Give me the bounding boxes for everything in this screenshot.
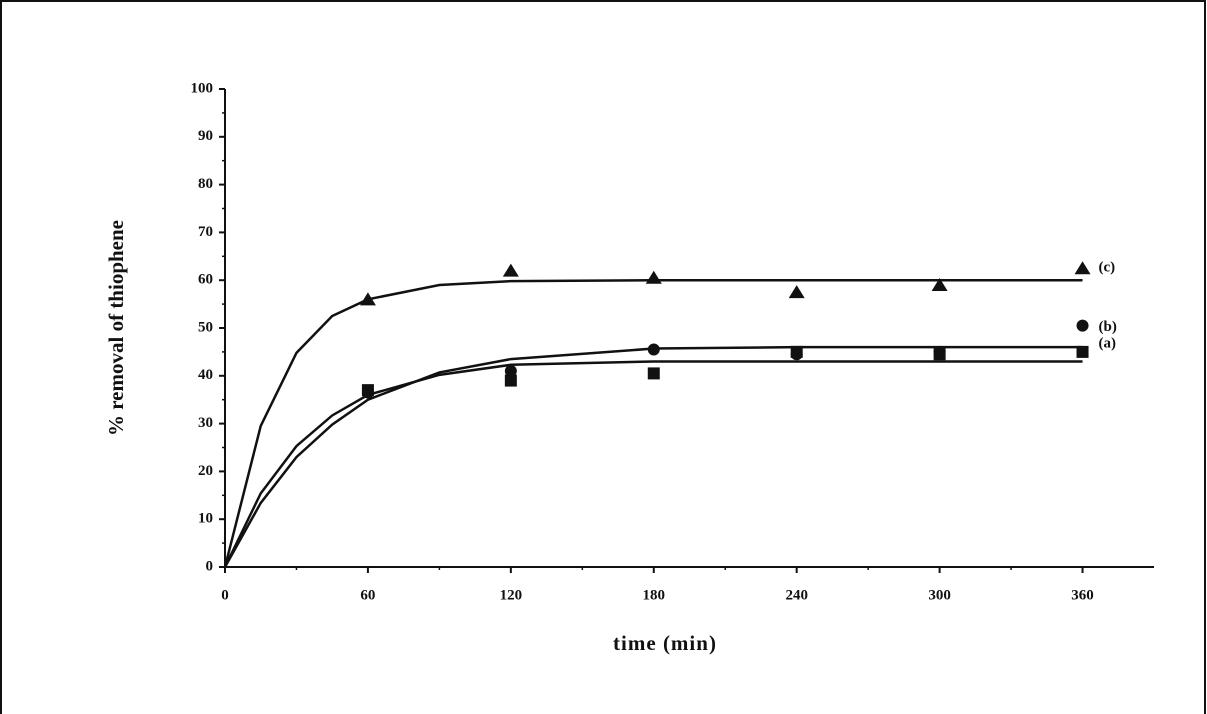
chart: time (min) % removal of thiophene 0 10 20 3… bbox=[0, 0, 1207, 714]
series-label: (c) bbox=[1099, 260, 1116, 276]
y-axis-label: % removal of thiophene bbox=[104, 220, 128, 436]
x-tick-label: 360 bbox=[1071, 587, 1094, 603]
y-tick-label: 60 bbox=[198, 272, 213, 288]
point bbox=[646, 271, 662, 284]
y-tick-label: 30 bbox=[198, 415, 213, 431]
y-tick-label: 20 bbox=[198, 463, 213, 479]
point bbox=[1077, 346, 1089, 358]
point bbox=[648, 367, 660, 379]
fit-curve bbox=[225, 280, 1083, 567]
series-label: (b) bbox=[1099, 319, 1117, 335]
x-tick-label: 120 bbox=[500, 587, 523, 603]
point bbox=[505, 365, 517, 377]
x-axis-label: time (min) bbox=[613, 631, 717, 655]
x-tick-label: 0 bbox=[221, 587, 229, 603]
y-tick-label: 0 bbox=[206, 558, 214, 574]
point bbox=[648, 344, 660, 356]
y-tick-label: 90 bbox=[198, 128, 213, 144]
y-tick-label: 70 bbox=[198, 224, 213, 240]
y-tick-label: 50 bbox=[198, 319, 213, 335]
point bbox=[934, 346, 946, 358]
x-tick-label: 300 bbox=[928, 587, 951, 603]
y-tick-label: 40 bbox=[198, 367, 213, 383]
point bbox=[791, 348, 803, 360]
x-tick-label: 60 bbox=[360, 587, 375, 603]
x-tick-label: 180 bbox=[643, 587, 666, 603]
point bbox=[789, 285, 805, 298]
x-tick-label: 240 bbox=[785, 587, 808, 603]
point bbox=[1077, 320, 1089, 332]
y-tick-label: 100 bbox=[191, 80, 214, 96]
fit-curve bbox=[225, 347, 1083, 567]
series-label: (a) bbox=[1099, 335, 1117, 351]
y-tick-label: 80 bbox=[198, 176, 213, 192]
fit-curve bbox=[225, 361, 1083, 567]
point bbox=[1075, 261, 1091, 274]
point bbox=[362, 387, 374, 399]
page-border bbox=[1, 1, 1205, 714]
point bbox=[503, 264, 519, 277]
y-tick-label: 10 bbox=[198, 511, 213, 527]
